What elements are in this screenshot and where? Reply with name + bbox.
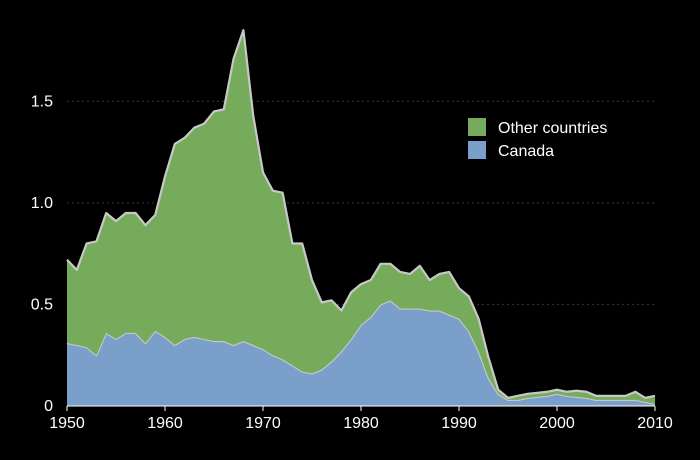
y-tick-label-2: 1.0	[31, 195, 53, 212]
gridlines	[67, 100, 655, 305]
x-tick-label-1970: 1970	[245, 415, 281, 432]
area-edge-other-countries	[66, 29, 656, 399]
area-other-countries	[67, 30, 655, 404]
legend-swatch-other-countries	[468, 118, 486, 136]
x-tick-label-1990: 1990	[441, 415, 477, 432]
area-series	[66, 29, 656, 406]
x-axis-ticks: 1950 1960 1970 1980 1990 2000 2010	[49, 405, 673, 432]
y-tick-label-1: 0.5	[31, 296, 53, 313]
legend-swatch-canada	[468, 141, 486, 159]
x-tick-label-2000: 2000	[539, 415, 575, 432]
legend-label-other-countries: Other countries	[498, 120, 607, 137]
legend-label-canada: Canada	[498, 143, 554, 160]
y-axis-ticks: 0 0.5 1.0 1.5	[31, 93, 53, 415]
area-canada	[67, 300, 655, 406]
legend: Other countries Canada	[468, 118, 607, 160]
x-tick-label-1950: 1950	[49, 415, 85, 432]
x-tick-label-2010: 2010	[637, 415, 673, 432]
x-tick-label-1980: 1980	[343, 415, 379, 432]
x-tick-label-1960: 1960	[147, 415, 183, 432]
y-tick-label-3: 1.5	[31, 93, 53, 110]
y-tick-label-0: 0	[44, 398, 53, 415]
